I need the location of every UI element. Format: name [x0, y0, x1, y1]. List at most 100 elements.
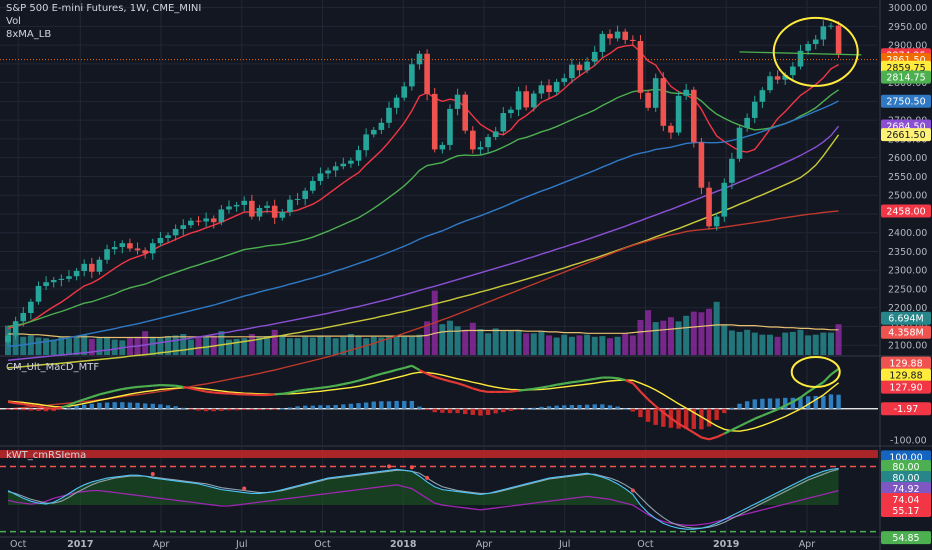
macd-histogram-bar	[181, 407, 186, 409]
volume-bar	[523, 333, 530, 355]
volume-bar	[812, 334, 819, 355]
candle-body	[203, 218, 209, 222]
candle-body	[767, 76, 773, 91]
macd-histogram-bar	[516, 408, 521, 410]
macd-line-segment	[639, 390, 649, 401]
ma-indicator-label[interactable]: 8xMA_LB	[6, 29, 52, 40]
volume-bar	[81, 334, 88, 355]
price-tick-label: 2950.00	[888, 22, 927, 33]
candle-body	[759, 90, 766, 102]
candle-body	[477, 147, 484, 150]
candle-body	[5, 335, 11, 343]
macd-line-segment	[137, 385, 146, 389]
candle-body	[96, 259, 103, 272]
macd-histogram-bar	[767, 398, 773, 409]
price-label: 2859.75	[886, 63, 925, 74]
macd-line-segment	[624, 379, 634, 385]
candle-body	[104, 249, 110, 260]
volume-bar	[20, 336, 27, 355]
time-tick-label: Oct	[10, 539, 27, 550]
macd-histogram-bar	[744, 401, 750, 409]
rsi-line	[7, 484, 839, 526]
volume-bar	[576, 335, 583, 355]
candle-body	[256, 207, 263, 217]
price-tick-label: 2300.00	[888, 266, 927, 277]
price-label-bg	[881, 94, 931, 108]
candle-body	[645, 92, 651, 108]
candle-body	[355, 150, 362, 161]
macd-histogram-bar	[783, 397, 788, 409]
macd-line-segment	[15, 402, 24, 406]
price-label: 2458.00	[886, 206, 925, 217]
rsi-value-label-bg	[881, 481, 931, 495]
candle-body	[828, 25, 834, 27]
macd-value-label: 129.88	[889, 359, 922, 370]
volume-bar	[279, 336, 286, 355]
volume-bar	[347, 334, 354, 355]
macd-value-label: 129.88	[889, 371, 922, 382]
macd-histogram-bar	[356, 403, 361, 409]
macd-histogram-bar	[36, 408, 41, 411]
volume-bar	[363, 338, 370, 355]
macd-value-label-bg	[881, 402, 931, 416]
volume-bar	[187, 339, 194, 355]
macd-histogram-bar	[66, 407, 72, 409]
macd-line-segment	[526, 387, 534, 391]
macd-histogram-bar	[531, 407, 536, 409]
chart-title: S&P 500 E-mini Futures, 1W, CME_MINI	[6, 3, 202, 14]
candle-body	[447, 108, 453, 145]
volume-bar	[736, 331, 743, 355]
volume-bar	[515, 329, 522, 355]
time-tick-label: Oct	[314, 539, 331, 550]
rsi-indicator-label[interactable]: kWT_cmRSIema	[6, 450, 87, 461]
volume-bar	[271, 329, 278, 355]
candle-body	[584, 61, 590, 71]
volume-bar	[507, 330, 514, 355]
macd-histogram-bar	[28, 408, 34, 411]
macd-histogram-bar	[752, 399, 757, 409]
macd-line-segment	[343, 381, 352, 386]
macd-histogram-bar	[546, 406, 552, 409]
price-tick-label: 2350.00	[888, 247, 927, 258]
macd-line-segment	[282, 391, 291, 395]
macd-line-segment	[274, 392, 283, 396]
macd-line-segment	[228, 392, 237, 396]
time-tick-label: Apr	[476, 539, 493, 550]
macd-histogram-bar	[226, 408, 232, 411]
candle-body	[340, 163, 347, 167]
macd-histogram-bar	[630, 408, 636, 412]
volume-bar	[660, 320, 667, 355]
macd-line-segment	[373, 372, 382, 378]
macd-line-segment	[556, 382, 565, 386]
volume-indicator-label[interactable]: Vol	[6, 16, 21, 27]
volume-bar	[104, 336, 111, 355]
macd-histogram-bar	[790, 397, 796, 409]
volume-bar	[530, 333, 537, 355]
volume-bar	[12, 333, 19, 355]
volume-bar	[27, 335, 34, 355]
candle-body	[569, 64, 575, 79]
candle-body	[378, 122, 385, 130]
candle-body	[172, 228, 179, 236]
candle-body	[43, 282, 49, 286]
macd-line-segment	[617, 377, 626, 382]
macd-histogram-bar	[302, 405, 308, 409]
macd-histogram-bar	[249, 408, 255, 410]
volume-bar	[286, 338, 293, 355]
macd-histogram-bar	[211, 408, 216, 412]
candle-body	[302, 190, 308, 199]
candle-body	[660, 78, 667, 126]
volume-bar	[370, 336, 377, 355]
volume-bar	[622, 333, 629, 355]
macd-indicator-label[interactable]: CM_Ult_MacD_MTF	[6, 362, 100, 373]
price-label: 2750.50	[886, 97, 925, 108]
macd-histogram-bar	[592, 404, 597, 409]
price-label: 2661.50	[886, 130, 925, 141]
macd-tick-label: -100.00	[890, 435, 927, 446]
volume-bar	[629, 335, 636, 355]
volume-bar	[233, 338, 240, 355]
candle-body	[546, 85, 552, 93]
volume-bar	[142, 331, 149, 355]
